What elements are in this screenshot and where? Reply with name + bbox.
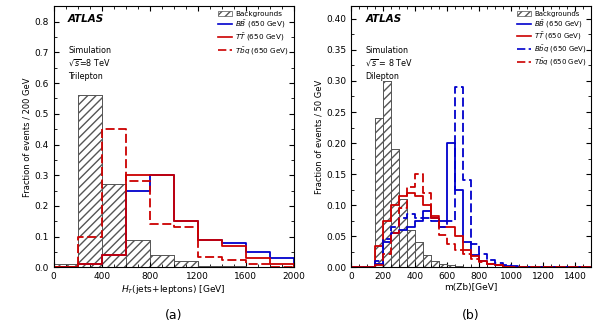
Bar: [78, 95, 101, 267]
Text: Simulation
$\sqrt{s}$=8 TeV
Trilepton: Simulation $\sqrt{s}$=8 TeV Trilepton: [68, 46, 111, 81]
Bar: [423, 255, 431, 267]
Bar: [54, 264, 78, 267]
Bar: [455, 266, 463, 267]
Bar: [391, 149, 399, 267]
Bar: [415, 242, 423, 267]
Bar: [126, 240, 150, 267]
Text: ATLAS: ATLAS: [365, 14, 402, 24]
Legend: Backgrounds, $B\bar{B}$ (650 GeV), $T\bar{T}$ (650 GeV), $T\bar{b}q$ (650 GeV): Backgrounds, $B\bar{B}$ (650 GeV), $T\ba…: [217, 10, 290, 57]
Legend: Backgrounds, $B\bar{B}$ (650 GeV), $T\bar{T}$ (650 GeV), $B\bar{b}q$ (650 GeV), : Backgrounds, $B\bar{B}$ (650 GeV), $T\ba…: [516, 10, 587, 69]
Bar: [383, 81, 391, 267]
Text: (b): (b): [462, 309, 480, 322]
Bar: [101, 185, 126, 267]
Bar: [399, 199, 407, 267]
X-axis label: m(Zb)[GeV]: m(Zb)[GeV]: [444, 282, 498, 291]
X-axis label: $H_{T}$(jets+leptons) [GeV]: $H_{T}$(jets+leptons) [GeV]: [121, 282, 226, 296]
Bar: [439, 264, 447, 267]
Bar: [174, 261, 198, 267]
Y-axis label: Fraction of events / 200 GeV: Fraction of events / 200 GeV: [23, 77, 32, 197]
Bar: [150, 255, 174, 267]
Bar: [431, 261, 439, 267]
Bar: [221, 266, 246, 267]
Bar: [407, 230, 415, 267]
Bar: [375, 118, 383, 267]
Bar: [447, 265, 455, 267]
Text: Simulation
$\sqrt{s}$ = 8 TeV
Dilepton: Simulation $\sqrt{s}$ = 8 TeV Dilepton: [365, 46, 413, 81]
Bar: [198, 266, 221, 267]
Y-axis label: Fraction of events / 50 GeV: Fraction of events / 50 GeV: [315, 80, 324, 194]
Text: ATLAS: ATLAS: [68, 14, 104, 24]
Text: (a): (a): [165, 309, 183, 322]
